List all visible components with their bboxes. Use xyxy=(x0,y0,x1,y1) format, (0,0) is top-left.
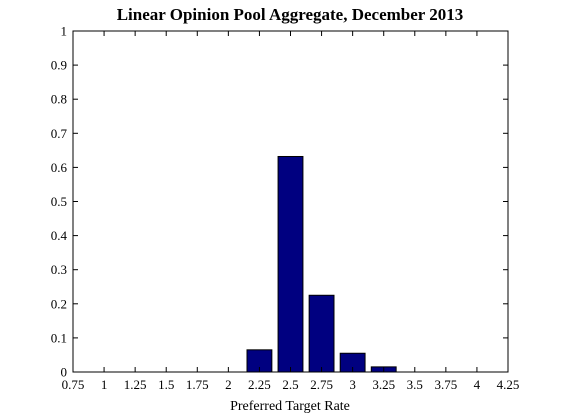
x-tick-labels: 0.75 1 1.25 1.5 1.75 2 2.25 2.5 2.75 3 3.25 3.5 3.75… xyxy=(62,377,520,392)
bar-2_5 xyxy=(277,155,304,373)
x-tick-label: 0.75 xyxy=(62,377,85,392)
y-tick-label: 0.2 xyxy=(51,296,67,311)
x-tick-label: 2.75 xyxy=(310,377,333,392)
y-tick-label: 0.3 xyxy=(51,262,67,277)
y-tick-label: 0.7 xyxy=(51,126,68,141)
x-tick-label: 2.5 xyxy=(282,377,298,392)
x-tick-label: 3.25 xyxy=(372,377,395,392)
y-tick-label: 0.9 xyxy=(51,58,67,73)
x-tick-label: 1.5 xyxy=(158,377,174,392)
x-tick-label: 4.25 xyxy=(497,377,520,392)
y-tick-labels: 0 0.1 0.2 0.3 0.4 0.5 0.6 0.7 0.8 0.9 1 xyxy=(51,24,68,380)
x-tick-label: 3.5 xyxy=(407,377,423,392)
y-tick-label: 1 xyxy=(61,24,68,39)
y-tick-label: 0.1 xyxy=(51,330,67,345)
y-tick-label: 0.8 xyxy=(51,92,67,107)
x-tick-label: 4 xyxy=(474,377,481,392)
ticks-group xyxy=(72,30,509,373)
y-tick-label: 0 xyxy=(61,365,68,380)
y-tick-label: 0.6 xyxy=(51,160,68,175)
x-tick-label: 3.75 xyxy=(434,377,457,392)
y-tick-label: 0.5 xyxy=(51,194,67,209)
x-tick-label: 2.25 xyxy=(248,377,271,392)
x-tick-label: 1.25 xyxy=(124,377,147,392)
bars-group xyxy=(246,155,397,373)
x-tick-label: 3 xyxy=(349,377,356,392)
x-tick-label: 1.75 xyxy=(186,377,209,392)
y-tick-label: 0.4 xyxy=(51,228,68,243)
bar-2_75 xyxy=(308,294,335,373)
x-tick-label: 2 xyxy=(225,377,232,392)
chart-title: Linear Opinion Pool Aggregate, December … xyxy=(117,5,464,24)
x-tick-label: 1 xyxy=(101,377,108,392)
x-axis-label: Preferred Target Rate xyxy=(230,399,350,414)
